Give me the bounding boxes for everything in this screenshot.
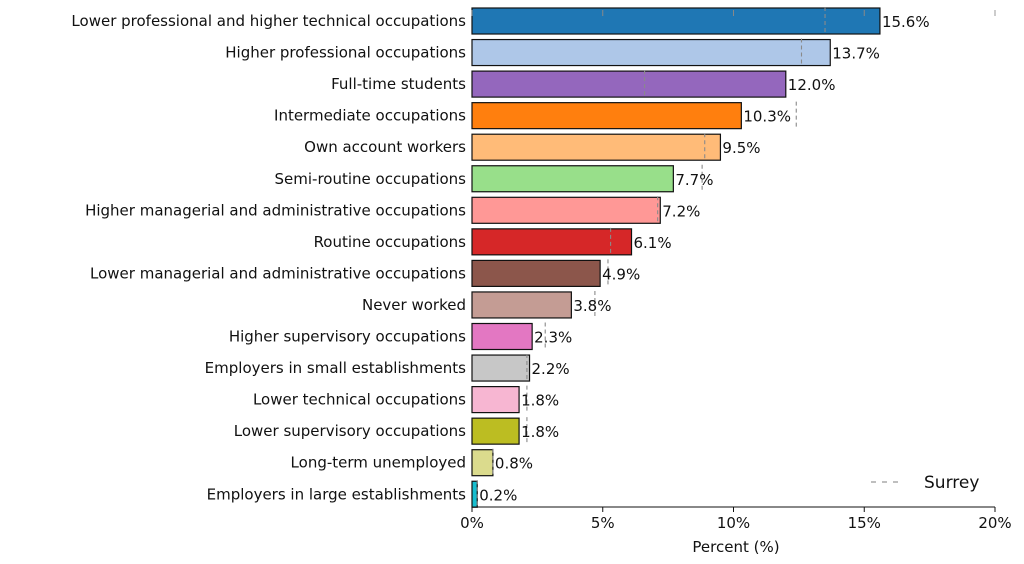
category-label: Lower managerial and administrative occu…	[90, 264, 466, 282]
value-label: 6.1%	[634, 234, 672, 252]
bar	[471, 449, 494, 477]
x-tick-label: 10%	[717, 514, 750, 532]
bar	[471, 480, 478, 508]
bar	[471, 322, 533, 351]
category-label: Employers in small establishments	[205, 359, 466, 377]
bar	[471, 196, 661, 224]
x-tick-label: 20%	[978, 514, 1011, 532]
category-label: Intermediate occupations	[274, 107, 466, 125]
bars-group	[471, 7, 881, 508]
value-label: 10.3%	[743, 108, 791, 126]
value-label: 1.8%	[521, 423, 559, 441]
legend-label-surrey: Surrey	[924, 473, 979, 493]
bar	[471, 38, 831, 67]
value-label: 15.6%	[882, 13, 930, 31]
bar	[471, 70, 787, 98]
value-label: 2.3%	[534, 329, 572, 347]
value-label: 2.2%	[532, 360, 570, 378]
category-label: Lower professional and higher technical …	[71, 12, 466, 30]
x-axis-title: Percent (%)	[692, 538, 779, 556]
legend: Surrey	[871, 473, 979, 493]
bar	[471, 228, 633, 256]
value-label: 0.8%	[495, 455, 533, 473]
value-labels-group: 15.6%13.7% 12.0% 10.3% 9.5% 7.7% 7.2% 6.1% 4.9%…	[479, 13, 929, 504]
category-label: Routine occupations	[314, 233, 467, 251]
category-label: Lower supervisory occupations	[234, 422, 466, 440]
category-label: Long-term unemployed	[291, 454, 466, 472]
surrey-markers-group	[476, 7, 826, 509]
bar	[471, 133, 722, 161]
category-labels-group: Lower professional and higher technical …	[71, 12, 466, 503]
value-label: 12.0%	[788, 76, 836, 94]
category-label: Never worked	[362, 296, 466, 314]
category-label: Full-time students	[331, 75, 466, 93]
value-label: 7.7%	[675, 171, 713, 189]
bar	[471, 7, 881, 35]
bar	[471, 386, 520, 414]
value-label: 13.7%	[832, 45, 880, 63]
bar	[471, 417, 520, 445]
value-label: 0.2%	[479, 486, 517, 504]
x-tick-label: 15%	[848, 514, 881, 532]
value-label: 7.2%	[662, 202, 700, 220]
category-label: Employers in large establishments	[207, 485, 467, 503]
bar	[471, 102, 742, 130]
value-label: 9.5%	[722, 139, 760, 157]
bar	[471, 291, 572, 319]
category-label: Lower technical occupations	[253, 391, 466, 409]
bar	[471, 165, 674, 193]
category-label: Semi-routine occupations	[275, 170, 467, 188]
x-tick-label: 0%	[460, 514, 484, 532]
category-label: Higher managerial and administrative occ…	[85, 201, 466, 219]
value-label: 4.9%	[602, 265, 640, 283]
category-label: Higher professional occupations	[225, 44, 466, 62]
value-label: 1.8%	[521, 392, 559, 410]
category-label: Own account workers	[304, 138, 466, 156]
x-tick-label: 5%	[591, 514, 615, 532]
category-label: Higher supervisory occupations	[229, 328, 466, 346]
value-label: 3.8%	[573, 297, 611, 315]
bar	[471, 259, 601, 287]
bar	[471, 354, 531, 382]
